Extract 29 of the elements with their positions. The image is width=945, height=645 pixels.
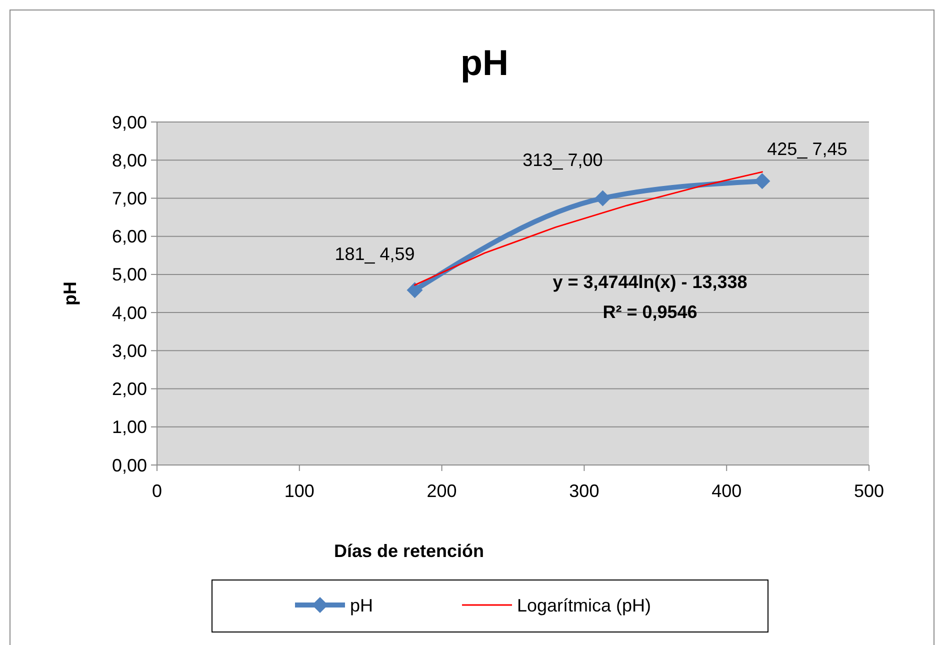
y-tick-label: 6,00 (112, 226, 147, 247)
y-tick-label: 5,00 (112, 264, 147, 285)
x-tick-label: 200 (426, 481, 457, 501)
y-tick-label: 4,00 (112, 302, 147, 323)
y-tick-label: 3,00 (112, 340, 147, 361)
data-label: 425_ 7,45 (767, 139, 848, 160)
y-tick-label: 7,00 (112, 188, 147, 209)
annotation: y = 3,4744ln(x) - 13,338 (552, 272, 748, 292)
y-tick-label: 2,00 (112, 379, 147, 400)
point (406, 282, 423, 298)
y-axis-title: pH (60, 282, 80, 306)
y-tick-label: 9,00 (112, 112, 147, 132)
point (754, 173, 770, 190)
x-axis-title: Días de retención (334, 541, 484, 561)
chart-title: pH (460, 42, 508, 83)
x-tick-label: 400 (712, 481, 742, 501)
y-tick-label: 1,00 (112, 417, 147, 438)
x-tick-label: 100 (284, 481, 314, 501)
legend-label: pH (350, 595, 374, 616)
legend-label: Logarítmica (pH) (517, 595, 652, 616)
point (594, 190, 611, 206)
annotation: R² = 0,9546 (602, 302, 698, 322)
y-tick-label: 0,00 (112, 455, 147, 476)
data-label: 313_ 7,00 (522, 150, 603, 170)
x-tick-label: 0 (152, 481, 162, 501)
y-tick-label: 8,00 (112, 150, 147, 170)
x-tick-label: 300 (569, 481, 600, 501)
data-label: 181_ 4,59 (334, 244, 415, 264)
x-tick-label: 500 (854, 481, 884, 501)
